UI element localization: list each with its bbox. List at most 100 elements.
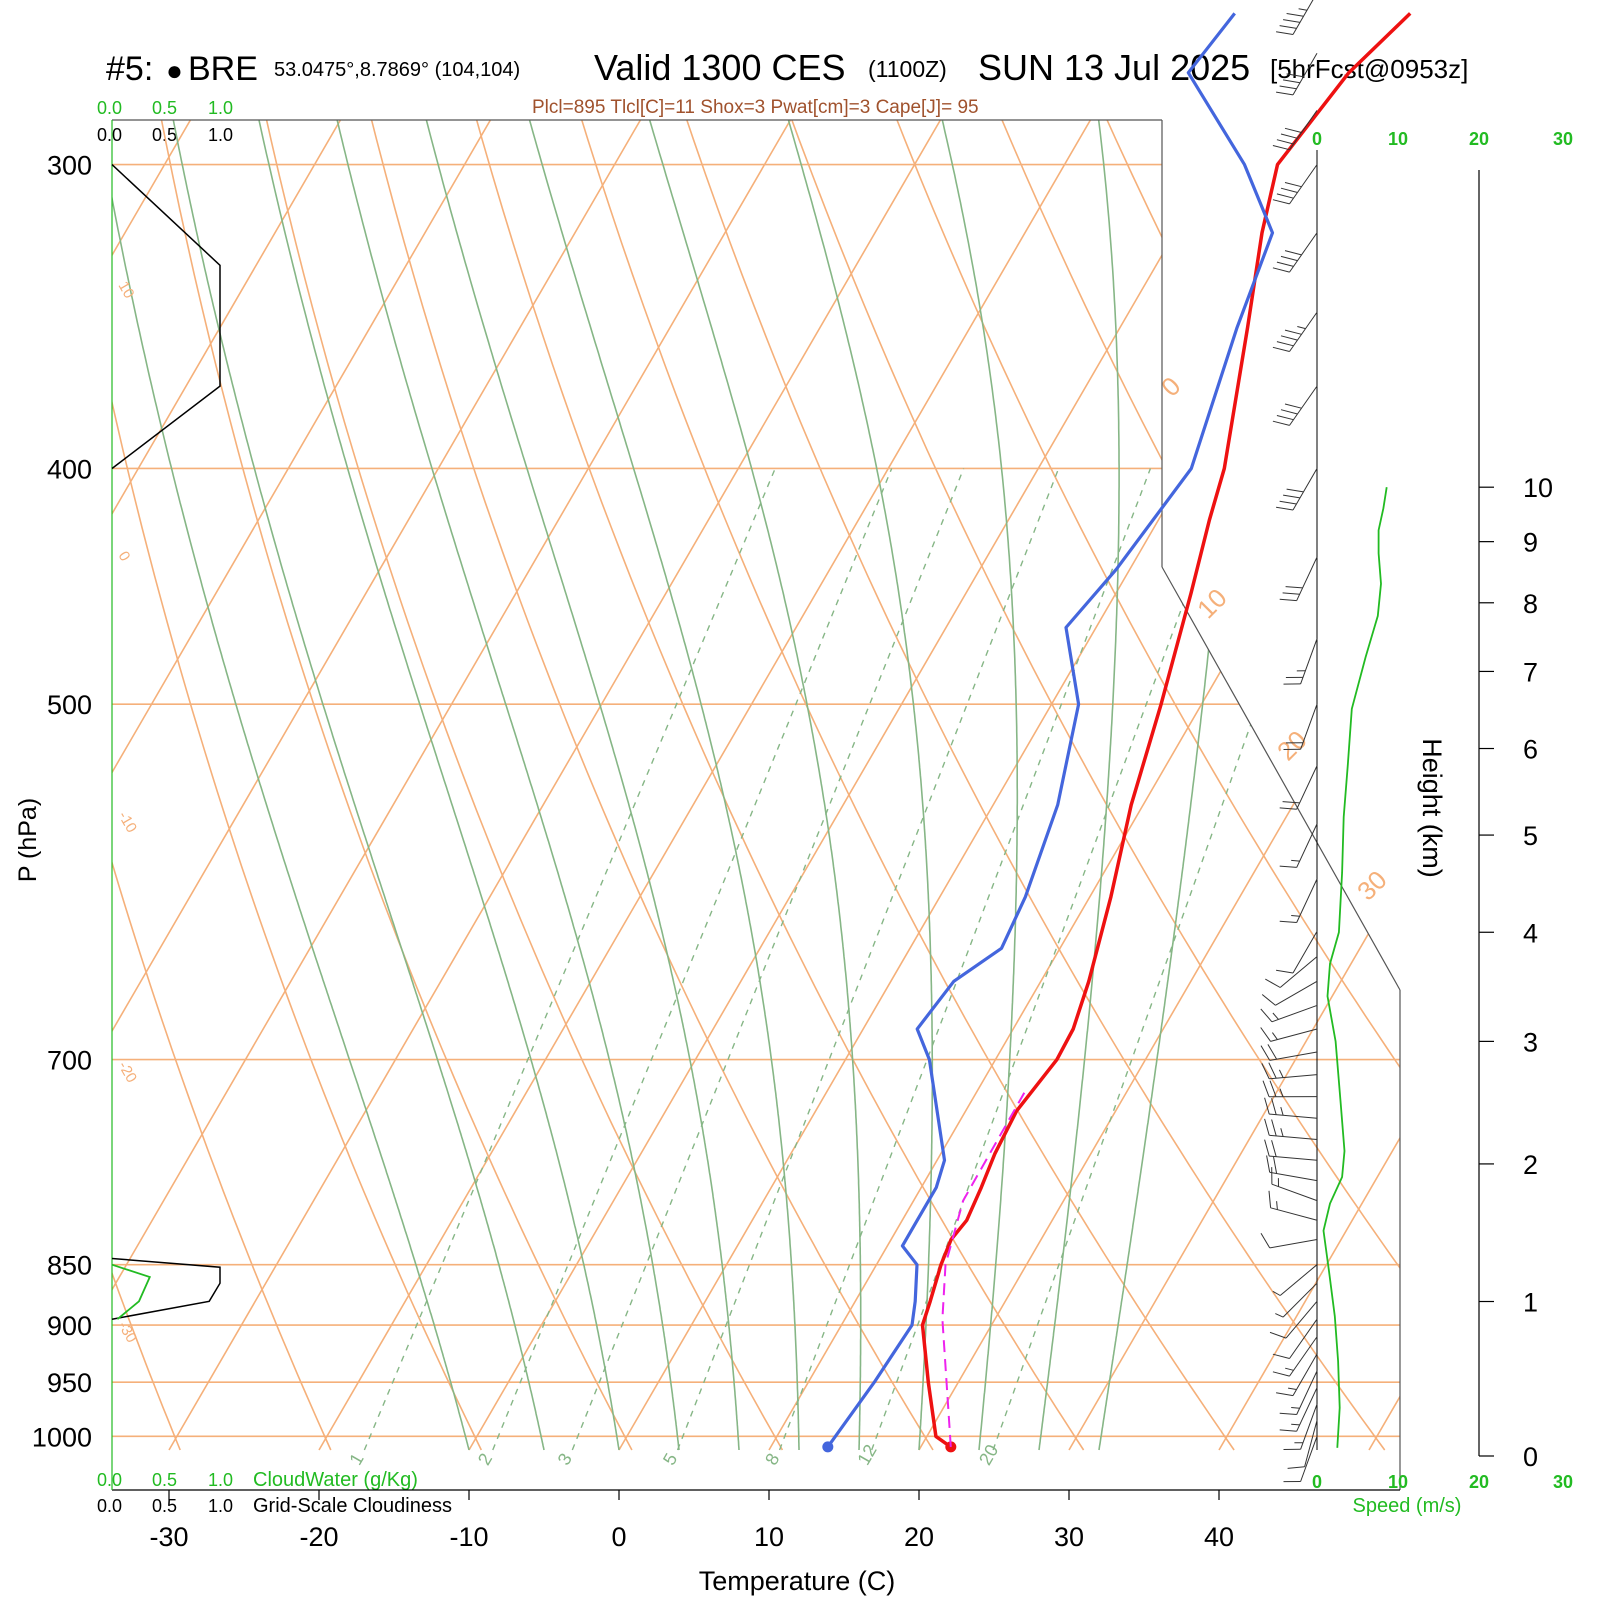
- speed-axis-label: Speed (m/s): [1353, 1495, 1462, 1517]
- x-axis-label: Temperature (C): [699, 1566, 896, 1596]
- wind-barb: [1268, 1190, 1318, 1221]
- height-axis: 0 1 2 3 4 5 6 7 8 9 10: [1478, 170, 1553, 1472]
- wind-barb: [1287, 1420, 1318, 1469]
- wind-barb-shaft: [1279, 1264, 1318, 1296]
- wind-barb-half-flag: [1280, 1106, 1284, 1116]
- cloudiness-scale-bottom-1: 0.5: [152, 1496, 177, 1516]
- wind-barb-flag: [1260, 1045, 1271, 1061]
- wind-barb-flag: [1276, 31, 1294, 35]
- wind-barb-flag: [1280, 335, 1298, 341]
- speed-tick-bottom-30: 30: [1553, 1472, 1573, 1492]
- wind-barb-flag: [1279, 920, 1297, 923]
- wind-barb: [1261, 1062, 1318, 1080]
- wind-barb-shaft: [1304, 1420, 1318, 1467]
- wind-barb-shaft: [1269, 1051, 1318, 1061]
- wind-barb-flag: [1286, 488, 1304, 493]
- wind-barb: [1266, 1155, 1318, 1182]
- wind-barb-flag: [1276, 341, 1294, 347]
- wind-barb-flag: [1264, 1139, 1270, 1157]
- wind-barb: [1271, 1167, 1318, 1202]
- isotherm-label-10: 10: [1191, 583, 1233, 625]
- wind-barb-flag: [1286, 73, 1304, 78]
- wind-barb-shaft: [1292, 468, 1318, 511]
- wind-barb-shaft: [1296, 556, 1318, 601]
- wind-barb-shaft: [1269, 1171, 1318, 1182]
- isotherm--50: [112, 120, 727, 1451]
- wind-barb-half-flag: [1291, 1407, 1300, 1409]
- wind-barb-flag: [1279, 1429, 1297, 1432]
- wind-barb: [1283, 1404, 1318, 1450]
- wind-barb: [1262, 1080, 1318, 1098]
- wind-barb-shaft: [1296, 1387, 1318, 1432]
- wind-barb-flag: [1282, 592, 1300, 595]
- wind-barb-half-flag: [1291, 915, 1300, 917]
- wind-barb-shaft: [1292, 53, 1318, 96]
- wind-barb-half-flag: [1275, 1313, 1284, 1318]
- mixing-ratio-label-12: 12: [853, 1441, 880, 1468]
- cloudiness-profile-1: [111, 1257, 221, 1320]
- isotherm--70: [112, 120, 427, 1451]
- cloudwater-scale-top-2: 1.0: [208, 98, 233, 118]
- wind-barb-flag: [1279, 598, 1297, 602]
- mixing-ratio-label-8: 8: [761, 1450, 783, 1469]
- station-marker: ●: [166, 55, 183, 86]
- wind-barb-shaft: [1269, 1134, 1318, 1140]
- wind-barb-flag: [1272, 1371, 1290, 1377]
- temp-tick--10: -10: [449, 1522, 488, 1552]
- wind-barb-flag: [1279, 807, 1297, 810]
- isotherm-10: [768, 120, 1400, 1451]
- wind-barb-flag: [1261, 1063, 1270, 1080]
- wind-barb-flag: [1279, 85, 1297, 90]
- isotherm--30: [168, 120, 1027, 1451]
- moist-adiabat-28: [1038, 120, 1120, 1451]
- wind-barb: [1279, 765, 1318, 810]
- wind-barb-flag: [1282, 801, 1300, 804]
- surface-marker-dewpoint: [822, 1441, 834, 1453]
- pressure-tick-950: 950: [47, 1368, 92, 1398]
- speed-tick-bottom-20: 20: [1469, 1472, 1489, 1492]
- isotherm-50: [1368, 120, 1400, 1451]
- wind-barb: [1272, 385, 1318, 426]
- wind-barb-flag: [1272, 267, 1290, 273]
- dry-adiabat-313: [541, 120, 1235, 1451]
- wind-barb-shaft: [1292, 1353, 1318, 1396]
- wind-barb-shaft: [1269, 1113, 1318, 1119]
- speed-tick-bottom-10: 10: [1388, 1472, 1408, 1492]
- wind-barb-shaft: [1270, 1207, 1318, 1221]
- isotherm-40: [1218, 120, 1400, 1451]
- wind-barb-shaft: [1296, 765, 1318, 810]
- y-axis-label: P (hPa): [14, 798, 42, 882]
- wind-barb: [1279, 1387, 1318, 1432]
- wind-barb-flag: [1284, 182, 1302, 188]
- wind-barb: [1269, 1301, 1318, 1339]
- mixing-ratio-5: [676, 468, 1060, 1451]
- cloudiness-scale-top-0: 0.0: [97, 125, 122, 145]
- speed-tick-top-0: 0: [1312, 129, 1322, 149]
- height-tick-3: 3: [1523, 1027, 1538, 1057]
- wind-barb-flag: [1283, 19, 1301, 23]
- dry-adiabat-293: [338, 120, 934, 1451]
- isotherm-30: [1068, 120, 1400, 1451]
- wind-barb-shaft: [1289, 385, 1318, 426]
- wind-barb-half-flag: [1291, 859, 1300, 862]
- dry-adiabat-393: [1351, 120, 1400, 1451]
- pressure-tick-500: 500: [47, 690, 92, 720]
- wind-barb: [1264, 1118, 1318, 1140]
- isotherm-20: [918, 120, 1400, 1451]
- dry-adiabat-label--20: -20: [115, 1059, 141, 1086]
- wind-barb-shaft: [1271, 1004, 1318, 1023]
- wind-barb-flag: [1276, 1392, 1294, 1397]
- pressure-tick-300: 300: [47, 151, 92, 181]
- wind-barb-shaft: [1296, 878, 1318, 923]
- wind-barb-flag: [1276, 193, 1294, 199]
- mixing-ratio-label-3: 3: [554, 1450, 576, 1469]
- speed-tick-top-20: 20: [1469, 129, 1489, 149]
- wind-barb-shaft: [1269, 1074, 1318, 1080]
- dry-adiabat-403: [1454, 0, 1600, 1450]
- isotherm--20: [318, 120, 1177, 1451]
- wind-barb-flag: [1268, 1062, 1277, 1079]
- cloud-profiles: [111, 164, 221, 1320]
- wind-barb-shaft: [1271, 1183, 1318, 1202]
